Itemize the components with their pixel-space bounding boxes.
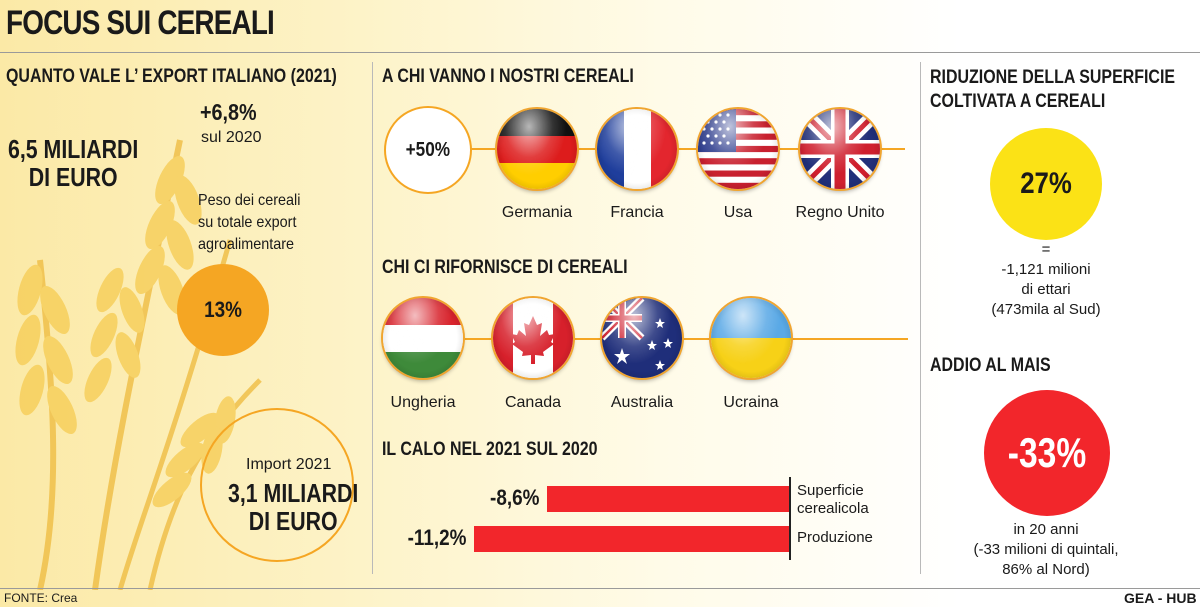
mais-circle: -33% [984,390,1110,516]
area-heading: RIDUZIONE DELLA SUPERFICIE COLTIVATA A C… [930,66,1175,114]
bar-2 [474,526,789,552]
share-circle: 13% [177,264,269,356]
mais-note-line3: 86% al Nord) [1002,561,1090,578]
wheat-illustration [15,139,262,590]
country-label-france: Francia [610,204,664,221]
country-label-usa: Usa [723,204,753,221]
flag-usa-icon [698,109,778,189]
flag-france-icon [597,109,677,189]
country-label-germany: Germania [501,204,573,221]
flag-hungary-icon [383,298,463,378]
mais-heading: ADDIO AL MAIS [930,355,1051,376]
decline-heading: IL CALO NEL 2021 SUL 2020 [382,439,598,460]
mais-note-line2: (-33 milioni di quintali, [973,541,1119,558]
title-divider [0,52,1200,53]
bar-value-label-2: -11,2% [407,525,466,550]
share-label-line3: agroalimentare [198,236,295,253]
country-label-uk: Regno Unito [795,204,885,221]
area-heading-line1: RIDUZIONE DELLA SUPERFICIE [930,67,1176,88]
area-value: 27% [1020,167,1072,200]
bar-category-label-2: Produzione [797,529,873,546]
mais-note: in 20 anni (-33 milioni di quintali, 86%… [946,520,1146,580]
import-ring [200,408,354,562]
area-note-line2: -1,121 milioni [1001,261,1091,278]
export-value: 6,5 MILIARDI DI EURO [8,135,138,191]
share-value: 13% [204,297,242,322]
import-label: Import 2021 [246,456,332,473]
footer-divider [0,588,1200,589]
export-growth-note: sul 2020 [201,129,262,146]
country-label-hungary: Ungheria [390,394,456,411]
footer-source: FONTE: Crea [4,591,78,605]
export-destinations-heading: A CHI VANNO I NOSTRI CEREALI [382,66,634,87]
export-heading: QUANTO VALE L’ EXPORT ITALIANO (2021) [6,66,337,87]
decline-bar-chart: -8,6% Superficie cerealicola -11,2% Produzio… [380,472,900,562]
import-value-line2: DI EURO [248,506,338,536]
column-divider-left [372,62,373,574]
column-divider-right [920,62,921,574]
country-label-ukraine: Ucraina [723,394,779,411]
country-label-canada: Canada [504,394,562,411]
bar-value-label-1: -8,6% [489,485,540,510]
export-value-line2: DI EURO [28,162,118,192]
share-label-line1: Peso dei cereali [198,192,301,209]
export-value-line1: 6,5 MILIARDI [8,134,139,164]
flag-ukraine-icon [711,298,791,378]
page-title: FOCUS SUI CEREALI [6,4,275,42]
flag-canada-icon [493,298,573,378]
import-value: 3,1 MILIARDI DI EURO [228,479,358,535]
export-growth-value: +50% [405,138,451,161]
mais-value: -33% [1007,429,1087,476]
share-label: Peso dei cereali su totale export agroal… [198,190,300,256]
area-circle: 27% [990,128,1102,240]
footer-credit: GEA - HUB [1124,590,1197,606]
country-label-australia: Australia [610,394,674,411]
import-value-line1: 3,1 MILIARDI [228,478,359,508]
area-note-line1: = [1041,241,1051,258]
bar-chart-baseline [789,477,791,560]
bar-1 [547,486,789,512]
area-heading-line2: COLTIVATA A CEREALI [930,91,1106,112]
export-growth-circle: +50% [384,106,472,194]
flag-australia-icon [602,298,682,378]
import-sources-heading: CHI CI RIFORNISCE DI CEREALI [382,257,628,278]
share-label-line2: su totale export [198,214,297,231]
area-note-line3: di ettari [1021,281,1071,298]
area-note-line4: (473mila al Sud) [991,301,1101,318]
area-note: = -1,121 milioni di ettari (473mila al S… [946,240,1146,320]
export-growth: +6,8% [200,99,257,125]
mais-note-line1: in 20 anni [1013,521,1079,538]
flag-uk-icon [800,109,880,189]
flag-germany-icon [497,109,577,189]
bar-category-label-1: Superficie cerealicola [797,482,869,517]
